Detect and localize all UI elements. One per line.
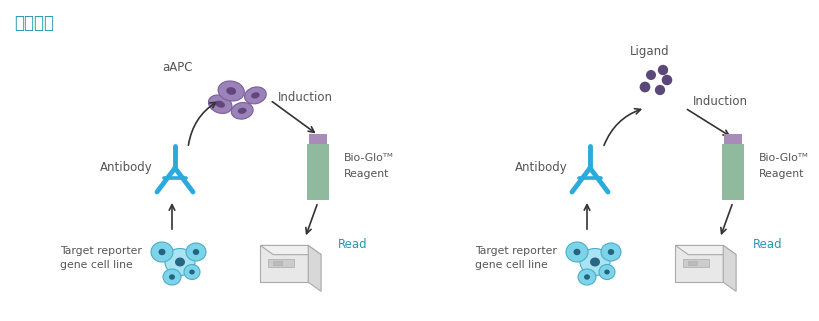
Text: aAPC: aAPC (162, 62, 193, 74)
FancyBboxPatch shape (309, 134, 326, 144)
Text: Read: Read (752, 238, 781, 250)
Polygon shape (308, 246, 321, 291)
Text: Bio-Gloᵀᴹ: Bio-Gloᵀᴹ (758, 153, 808, 163)
Text: Antibody: Antibody (100, 161, 152, 175)
Polygon shape (675, 246, 735, 255)
FancyBboxPatch shape (721, 144, 744, 200)
Ellipse shape (218, 81, 244, 101)
Text: Antibody: Antibody (514, 161, 567, 175)
Point (659, 77, 672, 82)
Ellipse shape (192, 249, 199, 255)
Text: Induction: Induction (278, 91, 333, 105)
Ellipse shape (165, 248, 195, 275)
Point (656, 67, 669, 73)
Text: Ligand: Ligand (630, 46, 669, 58)
Ellipse shape (215, 101, 224, 108)
Text: Target reporter
gene cell line: Target reporter gene cell line (60, 247, 142, 270)
Ellipse shape (208, 95, 232, 113)
Polygon shape (675, 246, 722, 282)
Text: Target reporter
gene cell line: Target reporter gene cell line (474, 247, 556, 270)
FancyBboxPatch shape (723, 134, 740, 144)
FancyBboxPatch shape (306, 144, 329, 200)
Ellipse shape (577, 269, 595, 285)
Ellipse shape (244, 87, 266, 104)
FancyBboxPatch shape (687, 261, 697, 265)
FancyBboxPatch shape (273, 261, 282, 265)
Text: Reagent: Reagent (344, 169, 389, 179)
Ellipse shape (579, 248, 609, 275)
Ellipse shape (565, 242, 587, 262)
Ellipse shape (158, 249, 165, 255)
Ellipse shape (590, 257, 600, 266)
Ellipse shape (238, 108, 247, 114)
Ellipse shape (231, 102, 253, 119)
Ellipse shape (604, 270, 609, 274)
Text: Bio-Gloᵀᴹ: Bio-Gloᵀᴹ (344, 153, 393, 163)
Ellipse shape (607, 249, 613, 255)
Text: Read: Read (337, 238, 367, 250)
Ellipse shape (572, 249, 580, 255)
Ellipse shape (226, 87, 236, 95)
Ellipse shape (583, 274, 590, 280)
Ellipse shape (151, 242, 173, 262)
Ellipse shape (183, 265, 200, 280)
Ellipse shape (600, 243, 620, 261)
Polygon shape (260, 246, 321, 255)
Ellipse shape (174, 257, 185, 266)
Ellipse shape (163, 269, 181, 285)
Polygon shape (722, 246, 735, 291)
Point (638, 84, 651, 90)
Polygon shape (260, 246, 308, 282)
FancyBboxPatch shape (682, 259, 708, 267)
Ellipse shape (251, 92, 260, 99)
Ellipse shape (186, 243, 206, 261)
Ellipse shape (598, 265, 614, 280)
Text: 实验流程: 实验流程 (14, 14, 54, 32)
FancyBboxPatch shape (268, 259, 293, 267)
Point (644, 73, 657, 78)
Ellipse shape (169, 274, 174, 280)
Text: Reagent: Reagent (758, 169, 803, 179)
Point (653, 87, 666, 92)
Ellipse shape (189, 270, 195, 274)
Text: Induction: Induction (692, 96, 747, 108)
